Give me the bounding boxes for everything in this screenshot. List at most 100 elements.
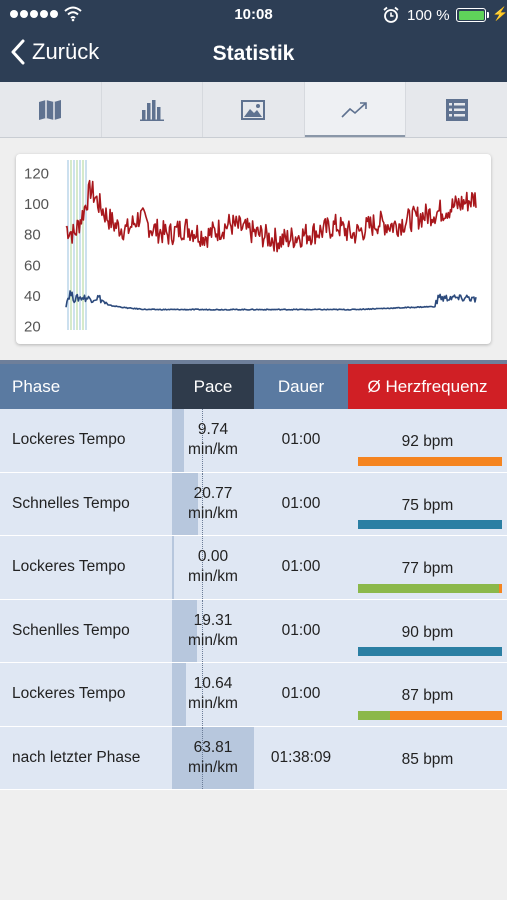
table-row[interactable]: nach letzter Phase 63.81 min/km 01:38:09…	[0, 726, 507, 790]
header-heart-rate[interactable]: Ø Herzfrequenz	[348, 364, 507, 409]
pace-unit: min/km	[188, 568, 238, 586]
pace-value: 0.00 min/km	[172, 547, 254, 587]
pace-unit: min/km	[188, 631, 238, 649]
heart-rate-zone-bar	[358, 647, 502, 656]
heart-rate-value: 87 bpm	[401, 687, 454, 705]
pace-unit: min/km	[188, 504, 238, 522]
pace-value: 20.77 min/km	[172, 484, 254, 524]
pace-bar	[172, 409, 185, 472]
header-phase[interactable]: Phase	[0, 364, 172, 409]
cell-signal-icon	[10, 10, 58, 18]
pace-cell: 9.74 min/km	[172, 409, 254, 472]
pace-bar	[172, 599, 197, 662]
battery-icon	[456, 8, 486, 22]
heart-rate-zone-segment	[358, 456, 502, 466]
heart-rate-zone-bar	[358, 774, 502, 783]
heart-rate-series-line	[65, 179, 477, 253]
status-time: 10:08	[234, 6, 273, 23]
heart-rate-zone-bar	[358, 520, 502, 529]
pace-number: 63.81	[193, 738, 233, 756]
heart-rate-cell: 90 bpm	[348, 600, 507, 663]
duration-value: 01:00	[281, 494, 321, 512]
heart-rate-cell: 77 bpm	[348, 536, 507, 599]
y-tick-label: 80	[24, 227, 41, 244]
pace-cell: 19.31 min/km	[172, 599, 254, 662]
heart-rate-zone-bar	[358, 583, 502, 593]
tab-bar-chart[interactable]	[102, 82, 204, 137]
pace-bar	[172, 536, 174, 599]
phase-name: Lockeres Tempo	[0, 663, 172, 726]
duration-cell: 01:38:09	[254, 727, 348, 790]
heart-rate-value: 75 bpm	[401, 496, 454, 514]
pace-number: 10.64	[193, 675, 233, 693]
table-row[interactable]: Lockeres Tempo 10.64 min/km 01:00 87 bpm	[0, 663, 507, 727]
tab-bar	[0, 82, 507, 138]
list-icon	[445, 98, 468, 121]
heart-rate-zone-segment	[499, 583, 502, 593]
pace-number: 9.74	[197, 421, 229, 439]
heart-rate-zone-bar	[358, 710, 502, 720]
tab-list[interactable]	[406, 82, 507, 137]
phase-label: Schnelles Tempo	[12, 494, 130, 512]
heart-rate-cell: 85 bpm	[348, 727, 507, 790]
duration-cell: 01:00	[254, 409, 348, 472]
phase-name: Lockeres Tempo	[0, 409, 172, 472]
chevron-left-icon	[11, 39, 25, 65]
tab-image[interactable]	[203, 82, 305, 137]
header-pace[interactable]: Pace	[172, 364, 254, 409]
tab-map[interactable]	[0, 82, 102, 137]
heart-rate-chart: 120 100 80 60 40 20	[16, 154, 491, 344]
pace-number: 20.77	[193, 484, 233, 502]
heart-rate-zone-segment	[358, 583, 500, 593]
phase-name: Schenlles Tempo	[0, 600, 172, 663]
heart-rate-value: 90 bpm	[401, 623, 454, 641]
tab-trend[interactable]	[304, 82, 407, 137]
status-bar: 10:08 100 % ⚡	[0, 0, 507, 30]
heart-rate-cell: 87 bpm	[348, 663, 507, 726]
y-tick-label: 100	[24, 196, 49, 213]
duration-value: 01:00	[281, 621, 321, 639]
pace-cell: 0.00 min/km	[172, 536, 254, 599]
pace-number: 19.31	[193, 611, 233, 629]
pace-reference-line	[202, 472, 203, 535]
duration-cell: 01:00	[254, 600, 348, 663]
table-row[interactable]: Lockeres Tempo 9.74 min/km 01:00 92 bpm	[0, 409, 507, 473]
phase-table: Phase Pace Dauer Ø Herzfrequenz Lockeres…	[0, 364, 507, 790]
pace-bar	[172, 472, 199, 535]
pace-cell: 63.81 min/km	[172, 726, 254, 789]
heart-rate-value: 85 bpm	[401, 750, 454, 768]
heart-rate-zone-bar	[358, 456, 502, 466]
pace-bar	[172, 726, 254, 789]
table-row[interactable]: Schenlles Tempo 19.31 min/km 01:00 90 bp…	[0, 599, 507, 663]
table-row[interactable]: Lockeres Tempo 0.00 min/km 01:00 77 bpm	[0, 536, 507, 600]
heart-rate-zone-segment	[358, 710, 390, 720]
section-divider	[0, 360, 507, 364]
heart-rate-cell: 75 bpm	[348, 473, 507, 536]
header-duration[interactable]: Dauer	[254, 364, 348, 409]
heart-rate-cell: 92 bpm	[348, 409, 507, 472]
pace-reference-line	[202, 599, 203, 662]
map-icon	[39, 99, 62, 120]
phase-label: Lockeres Tempo	[12, 431, 126, 449]
pace-cell: 20.77 min/km	[172, 472, 254, 535]
y-tick-label: 60	[24, 257, 41, 274]
pace-reference-line	[202, 536, 203, 599]
battery-percent: 100 %	[407, 7, 450, 24]
duration-cell: 01:00	[254, 473, 348, 536]
duration-value: 01:38:09	[270, 748, 332, 766]
table-row[interactable]: Schnelles Tempo 20.77 min/km 01:00 75 bp…	[0, 472, 507, 536]
duration-value: 01:00	[281, 558, 321, 576]
wifi-icon	[64, 6, 82, 22]
pace-unit: min/km	[188, 441, 238, 459]
trend-line-icon	[341, 101, 367, 118]
chart-svg: 120 100 80 60 40 20	[24, 160, 477, 335]
back-button[interactable]: Zurück	[10, 36, 99, 68]
heart-rate-zone-segment	[358, 520, 502, 529]
phase-name: Lockeres Tempo	[0, 536, 172, 599]
phase-name: Schnelles Tempo	[0, 473, 172, 536]
table-body: Lockeres Tempo 9.74 min/km 01:00 92 bpm …	[0, 409, 507, 790]
pace-cell: 10.64 min/km	[172, 663, 254, 726]
pace-reference-line	[202, 409, 203, 472]
phase-name: nach letzter Phase	[0, 727, 172, 790]
alarm-icon	[383, 6, 399, 23]
